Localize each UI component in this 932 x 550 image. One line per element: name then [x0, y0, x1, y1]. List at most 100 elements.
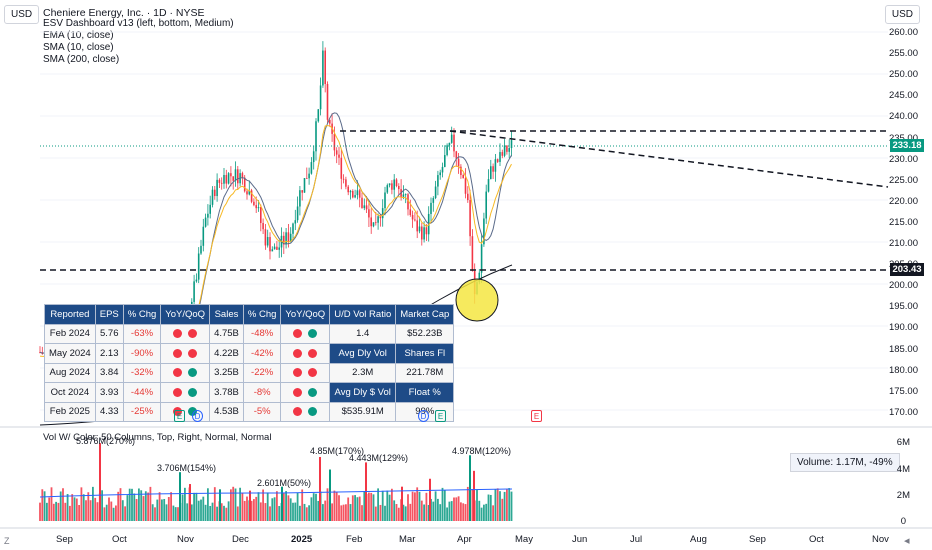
- candle-body: [207, 213, 209, 218]
- candle-body: [354, 195, 356, 198]
- dashboard-cell: -5%: [242, 401, 282, 422]
- status-dot-icon: [173, 387, 183, 397]
- candle-body: [496, 159, 499, 162]
- candle-body: [469, 200, 471, 237]
- volume-bar: [197, 500, 200, 521]
- candle-body: [358, 190, 361, 198]
- volume-indicator-label[interactable]: Vol W/ Color: 50 Columns, Top, Right, No…: [43, 432, 272, 443]
- candle-body: [329, 119, 331, 124]
- status-dot-icon: [188, 368, 198, 378]
- volume-bar: [294, 502, 297, 521]
- candle-body: [317, 109, 320, 122]
- price-axis-tick: 210.00: [888, 238, 918, 249]
- candle-body: [462, 175, 464, 179]
- volume-bar: [299, 505, 301, 521]
- volume-bar: [282, 493, 285, 521]
- volume-bar: [349, 504, 352, 521]
- dividend-marker[interactable]: D: [192, 410, 203, 422]
- time-axis-tick: Sep: [56, 534, 73, 545]
- volume-bar: [312, 493, 315, 521]
- volume-bar: [158, 492, 161, 521]
- timezone-toggle[interactable]: Z: [4, 536, 10, 546]
- candle-body: [273, 246, 276, 250]
- candle-body: [430, 202, 432, 214]
- dashboard-cell: May 2024: [44, 343, 96, 364]
- indicator-sma-10[interactable]: SMA (10, close): [43, 42, 114, 53]
- earnings-marker[interactable]: E: [435, 410, 446, 422]
- volume-bar: [377, 488, 379, 521]
- candle-body: [361, 197, 363, 209]
- earnings-marker[interactable]: E: [174, 410, 185, 422]
- price-axis-tick: 220.00: [888, 195, 918, 207]
- price-axis-tick: 215.00: [888, 216, 918, 228]
- volume-bar: [333, 490, 336, 521]
- volume-bar: [483, 504, 485, 521]
- volume-bar: [144, 491, 147, 521]
- volume-bar: [161, 499, 163, 521]
- volume-bar: [331, 503, 333, 521]
- candle-body: [262, 223, 264, 230]
- dashboard-header-row: Reported EPS % Chg YoY/QoQ Sales % Chg Y…: [44, 304, 455, 325]
- candle-body: [204, 217, 207, 227]
- time-axis-tick: Nov: [872, 534, 889, 545]
- volume-bar: [386, 490, 389, 521]
- volume-bar: [69, 505, 71, 521]
- candle-body: [345, 179, 347, 187]
- candle-body: [444, 155, 446, 167]
- time-axis-tick: Apr: [457, 534, 472, 545]
- status-dot-icon: [188, 329, 198, 339]
- time-axis-tick: May: [515, 534, 533, 545]
- volume-bar: [50, 487, 53, 521]
- volume-bar: [462, 503, 465, 521]
- candle-body: [407, 194, 409, 210]
- volume-bar: [414, 492, 416, 521]
- volume-bar: [397, 507, 400, 521]
- go-to-realtime-icon[interactable]: ◂: [904, 535, 910, 547]
- candle-body: [230, 173, 232, 177]
- header-market-cap: Market Cap: [395, 304, 455, 325]
- price-axis-tick: 180.00: [888, 364, 918, 376]
- volume-bar: [510, 491, 513, 521]
- candle-body: [460, 166, 462, 176]
- dashboard-stat-cell: 1.4: [329, 323, 397, 344]
- dashboard-stat-cell: Avg Dly $ Vol: [329, 382, 397, 403]
- indicator-esv-dashboard[interactable]: ESV Dashboard v13 (left, bottom, Medium): [43, 18, 234, 29]
- candle-body: [232, 176, 234, 181]
- volume-bar: [338, 495, 340, 521]
- volume-bar: [358, 496, 361, 521]
- volume-bar: [163, 498, 166, 521]
- candle-body: [421, 226, 423, 240]
- candle-body: [506, 145, 508, 152]
- indicator-sma-200[interactable]: SMA (200, close): [43, 54, 120, 65]
- volume-bar: [52, 503, 55, 521]
- dashboard-cell: -32%: [122, 362, 162, 383]
- volume-bar: [489, 494, 492, 521]
- volume-bar: [131, 488, 133, 521]
- volume-bar: [499, 491, 501, 521]
- currency-button-right[interactable]: USD: [884, 5, 920, 24]
- indicator-ema[interactable]: EMA (10, close): [43, 30, 114, 41]
- candle-body: [308, 173, 310, 179]
- currency-button-left[interactable]: USD: [4, 5, 40, 24]
- candle-body: [425, 227, 428, 235]
- status-dot-icon: [308, 348, 318, 358]
- candle-body: [253, 201, 255, 206]
- candle-body: [490, 166, 492, 180]
- volume-bar: [432, 501, 435, 521]
- volume-bar: [172, 505, 175, 521]
- candle-body: [393, 179, 395, 190]
- status-dot-icon: [293, 387, 303, 397]
- candle-body: [446, 145, 448, 156]
- volume-bar: [219, 489, 221, 521]
- volume-bar: [55, 501, 57, 521]
- volume-bar: [121, 500, 124, 521]
- dashboard-cell: 5.76: [94, 323, 124, 344]
- dividend-marker[interactable]: D: [418, 410, 429, 422]
- candle-body: [322, 50, 324, 86]
- volume-bar: [409, 503, 412, 521]
- dashboard-cell: -42%: [242, 343, 282, 364]
- earnings-marker-upcoming[interactable]: E: [531, 410, 542, 422]
- volume-bar: [287, 495, 290, 521]
- volume-bar: [119, 488, 122, 521]
- yoy-qoq-indicator: [280, 362, 331, 383]
